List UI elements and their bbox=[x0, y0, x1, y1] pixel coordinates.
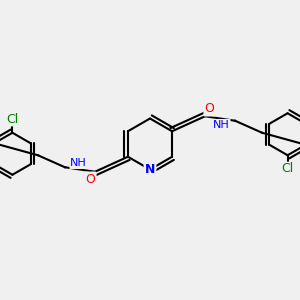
Text: Cl: Cl bbox=[6, 113, 19, 126]
Text: Cl: Cl bbox=[281, 162, 294, 175]
Text: N: N bbox=[145, 163, 155, 176]
Text: NH: NH bbox=[213, 119, 230, 130]
Text: O: O bbox=[85, 173, 95, 186]
Text: NH: NH bbox=[70, 158, 87, 169]
Text: O: O bbox=[205, 102, 214, 115]
